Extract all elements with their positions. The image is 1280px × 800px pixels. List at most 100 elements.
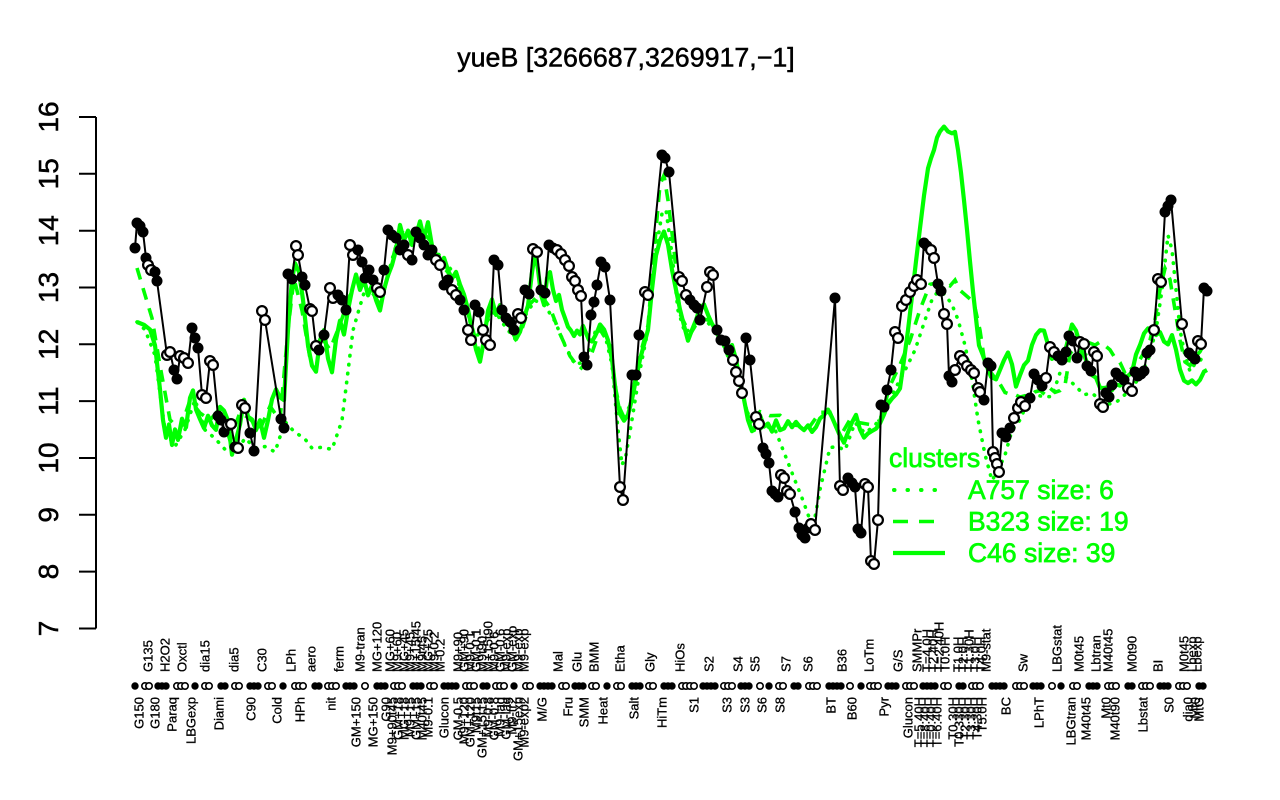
svg-text:T2.40H: T2.40H [926,629,941,672]
svg-text:GM+90: GM+90 [457,629,472,672]
svg-text:M9-tr2: M9-tr2 [505,697,520,735]
svg-text:M9t15: M9t15 [469,697,484,733]
svg-text:Cold: Cold [270,697,285,724]
svg-text:MtG: MtG [1192,697,1207,722]
svg-text:10: 10 [33,442,64,473]
svg-text:M9t90: M9t90 [475,636,490,672]
svg-text:G90: G90 [379,697,394,722]
svg-text:13: 13 [33,272,64,303]
svg-text:LPhT: LPhT [1032,697,1047,728]
svg-text:C46 size: 39: C46 size: 39 [968,538,1115,568]
svg-text:T0.0H: T0.0H [938,637,953,672]
svg-text:S6: S6 [801,656,816,672]
svg-text:M9t45: M9t45 [415,636,430,672]
svg-text:GM+15: GM+15 [409,697,424,740]
svg-text:M40t45: M40t45 [1079,697,1094,740]
svg-text:MG+120: MG+120 [370,622,385,672]
svg-text:S7: S7 [779,656,794,672]
svg-text:SMM: SMM [577,697,592,727]
svg-text:M9-exp: M9-exp [499,629,514,672]
svg-text:GM+15t15: GM+15t15 [475,697,490,758]
svg-text:GM-0.8: GM-0.8 [487,697,502,740]
svg-text:7: 7 [33,621,64,637]
svg-text:C30: C30 [255,648,270,672]
svg-text:Glu: Glu [570,652,585,672]
svg-text:M9-0.1: M9-0.1 [463,632,478,672]
svg-text:dia5: dia5 [227,647,242,672]
svg-text:M9-0.2: M9-0.2 [427,632,442,672]
svg-text:nit: nit [324,697,339,711]
svg-text:14: 14 [33,215,64,246]
svg-text:M9+90: M9+90 [451,632,466,672]
svg-text:Salt: Salt [627,697,642,720]
svg-text:Mal: Mal [551,651,566,672]
svg-text:M+15t90: M+15t90 [481,621,496,672]
svg-text:HiOs: HiOs [673,643,688,672]
svg-text:LPh: LPh [284,649,299,672]
svg-text:S8: S8 [773,697,788,713]
svg-text:T=4.0H: T=4.0H [920,629,935,672]
svg-text:clusters: clusters [889,443,980,473]
svg-text:S0: S0 [1162,697,1177,713]
svg-text:M+15t45: M+15t45 [409,621,424,672]
svg-text:GM-0.1: GM-0.1 [469,629,484,672]
svg-text:M9+90t45: M9+90t45 [385,697,400,755]
svg-text:M9-exp: M9-exp [517,629,532,672]
svg-text:T4.0H: T4.0H [974,637,989,672]
svg-text:GM+120: GM+120 [463,697,478,747]
svg-text:Oxctl: Oxctl [175,642,190,672]
svg-text:S4: S4 [731,656,746,672]
svg-text:M40t45: M40t45 [415,697,430,740]
svg-text:M40t45: M40t45 [1101,629,1116,672]
svg-text:S6: S6 [755,697,770,713]
svg-text:Sw: Sw [1016,653,1031,672]
svg-text:dia0: dia0 [1181,697,1196,722]
svg-text:Mt0: Mt0 [1188,697,1203,719]
svg-text:8: 8 [33,564,64,580]
svg-text:M/G: M/G [535,697,550,722]
svg-text:MG+150: MG+150 [366,697,381,747]
svg-text:HPh: HPh [293,697,308,722]
svg-text:LBGstat: LBGstat [1050,625,1065,672]
svg-text:T=0.40H: T=0.40H [924,697,939,747]
svg-text:Lbexp: Lbexp [1190,637,1205,672]
svg-text:LBGtran: LBGtran [1064,697,1079,745]
svg-text:T=8.40H: T=8.40H [918,697,933,747]
svg-text:Paraq: Paraq [165,697,180,732]
svg-text:T2.30H: T2.30H [958,697,973,740]
svg-text:H2O2: H2O2 [158,638,173,672]
svg-text:BT: BT [824,697,839,714]
svg-text:M9-lag: M9-lag [493,697,508,737]
svg-text:S1: S1 [687,697,702,713]
svg-text:GM+150: GM+150 [349,697,364,747]
svg-text:M9+60: M9+60 [390,632,405,672]
svg-text:G180: G180 [148,697,163,729]
svg-text:B323 size: 19: B323 size: 19 [968,507,1129,537]
svg-text:Glucon: Glucon [901,697,916,738]
svg-text:G150: G150 [132,697,147,729]
svg-text:M9-0.1: M9-0.1 [421,697,436,737]
svg-text:Lbexp: Lbexp [1185,637,1200,672]
svg-text:T0.330H: T0.330H [952,697,967,747]
svg-text:Gly: Gly [643,652,658,672]
svg-text:GM-exp: GM-exp [505,626,520,672]
svg-text:M9+120: M9+120 [457,697,472,744]
svg-text:A757 size: 6: A757 size: 6 [968,475,1114,505]
svg-text:S3: S3 [720,697,735,713]
svg-text:T2.0H: T2.0H [956,637,971,672]
svg-text:M9+45: M9+45 [403,632,418,672]
svg-text:M9-tran: M9-tran [353,627,368,672]
svg-text:S2: S2 [702,656,717,672]
svg-text:LoTm: LoTm [862,639,877,672]
svg-text:M0t45: M0t45 [1072,636,1087,672]
svg-text:GM-0.5: GM-0.5 [451,697,466,740]
svg-text:MG+25: MG+25 [421,629,436,672]
svg-text:M9-stat: M9-stat [979,628,994,672]
svg-text:dia15: dia15 [198,640,213,672]
svg-text:M-0.2: M-0.2 [433,639,448,672]
svg-text:M9-0.6: M9-0.6 [487,632,502,672]
svg-text:GM-0.6: GM-0.6 [493,629,508,672]
svg-text:16: 16 [33,101,64,132]
svg-text:ferm: ferm [332,646,347,672]
svg-text:Mt0: Mt0 [1099,697,1114,719]
